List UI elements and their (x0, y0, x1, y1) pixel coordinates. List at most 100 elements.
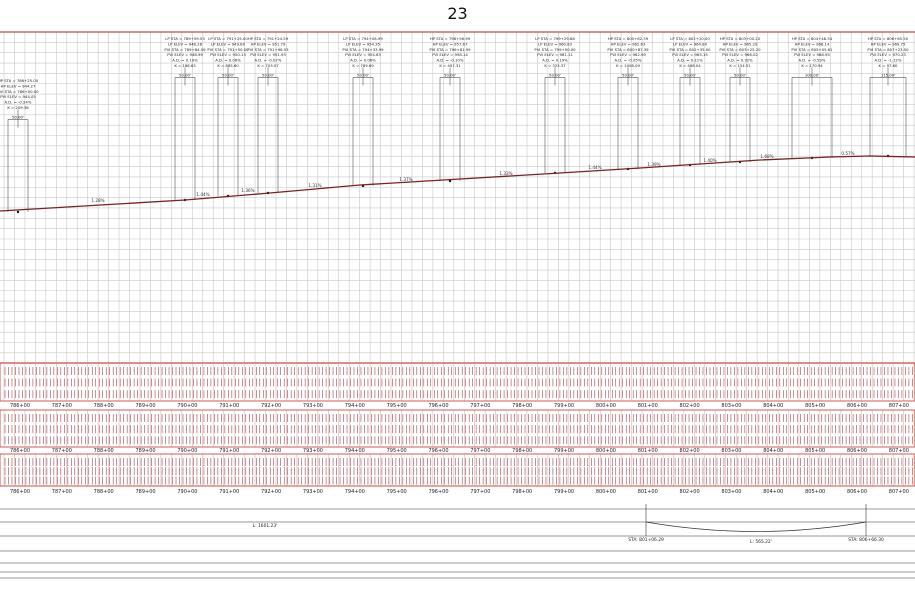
station-label: 787+00 (52, 448, 72, 454)
station-label: 788+00 (94, 403, 114, 409)
station-label: 806+00 (847, 403, 867, 409)
curve-data-line: K = 703.07 (257, 63, 279, 68)
curve-data-line: PVI STA = 807+23.50 (867, 47, 909, 52)
curve-data-line: K = 186.63 (174, 63, 196, 68)
station-label: 803+00 (721, 403, 741, 409)
grade-label: 1.37% (399, 177, 412, 182)
pt-station-label: STA: 806+66.30 (848, 537, 884, 543)
curve-data-line: LP ELEV = 949.80 (211, 41, 246, 46)
station-label: 793+00 (303, 448, 323, 454)
curve-data-line: K = 497.31 (439, 63, 461, 68)
station-label: 799+00 (554, 403, 574, 409)
sheet-number: 23 (447, 4, 468, 23)
curve-data-line: K = 1008.09 (616, 63, 640, 68)
station-label: 802+00 (680, 489, 700, 495)
station-label: 804+00 (763, 448, 783, 454)
curve-data-line: K = 789.69 (352, 63, 374, 68)
station-label: 791+00 (219, 403, 239, 409)
station-label: 790+00 (177, 448, 197, 454)
station-label: 806+00 (847, 489, 867, 495)
curve-data-line: A.D. = -0.24% (5, 100, 32, 105)
curve-data-line: PVI STA = 789+84.59 (164, 47, 206, 52)
station-label: 795+00 (387, 403, 407, 409)
curve-data-line: PVI ELEV = 948.99 (167, 52, 203, 57)
station-label: 800+00 (596, 489, 616, 495)
curve-data-line: PVI ELEV = 958.14 (432, 52, 468, 57)
station-label: 807+00 (889, 403, 909, 409)
station-label: 793+00 (303, 403, 323, 409)
curve-data-line: A.D. = 0.06% (350, 58, 376, 63)
curve-data-line: A.D. = -0.59% (799, 58, 826, 63)
pc-station-label: STA: 801+06.29 (628, 537, 664, 543)
station-label: 805+00 (805, 448, 825, 454)
station-label: 797+00 (470, 403, 490, 409)
curve-data-line: LP STA = 791+25.00 (208, 36, 248, 41)
station-label: 805+00 (805, 403, 825, 409)
curve-data-line: A.D. = -0.07% (255, 58, 282, 63)
curve-data-line: PVI STA = 805+05.61 (791, 47, 833, 52)
station-label: 791+00 (219, 448, 239, 454)
station-label: 793+00 (303, 489, 323, 495)
curve-data-line: HP STA = 804+48.34 (792, 36, 833, 41)
curve-data-line: K = 885.60 (217, 63, 239, 68)
curve-data-line: LP STA = 794+08.99 (343, 36, 383, 41)
station-label: 801+00 (638, 403, 658, 409)
profile-grid (0, 31, 915, 363)
grade-line (0, 155, 915, 212)
curve-data-line: PVI STA = 791+50.00 (207, 47, 249, 52)
station-label: 796+00 (428, 403, 448, 409)
station-label: 795+00 (387, 489, 407, 495)
station-label: 798+00 (512, 448, 532, 454)
grade-label: 1.28% (91, 198, 104, 203)
station-label: 806+00 (847, 448, 867, 454)
elev-band-frame (0, 362, 915, 402)
station-label: 803+00 (721, 448, 741, 454)
station-label: 791+00 (219, 489, 239, 495)
curve-data-line: HP STA = 800+62.39 (608, 36, 649, 41)
station-label: 788+00 (94, 448, 114, 454)
curve-data-line: HP ELEV = 957.67 (433, 41, 468, 46)
curve-data-line: HP STA = 791+24.59 (248, 36, 289, 41)
station-label: 800+00 (596, 448, 616, 454)
station-label: 804+00 (763, 403, 783, 409)
station-label: 792+00 (261, 403, 281, 409)
curve-data-line: PVI STA = 802+35.00 (669, 47, 711, 52)
curve-data-line: LP ELEV = 948.28 (168, 41, 203, 46)
curve-data-line: PVI ELEV = 968.95 (794, 52, 830, 57)
curve-data-line: HP ELEV = 965.29 (723, 41, 758, 46)
elev-band-frame (0, 409, 915, 448)
station-label: 795+00 (387, 448, 407, 454)
station-label: 796+00 (428, 489, 448, 495)
station-label: 797+00 (470, 489, 490, 495)
tangent-length-label: L: 1601.23' (253, 523, 278, 529)
curve-length-label: L: 565.22' (750, 539, 772, 545)
curve-data-line: HP STA = 806+65.50 (868, 36, 909, 41)
station-label: 788+00 (94, 489, 114, 495)
station-label: 794+00 (345, 448, 365, 454)
curve-data-line: HP ELEV = 969.75 (871, 41, 906, 46)
station-label: 802+00 (680, 403, 700, 409)
grade-label: 1.44% (196, 192, 209, 197)
station-label: 786+00 (10, 403, 30, 409)
curve-data-line: PVI ELEV = 950.13 (210, 52, 246, 57)
curve-data-line: A.D. = 0.19% (542, 58, 568, 63)
grade-label: 1.68% (760, 154, 773, 159)
station-elevation-bands: 786+00 787+00 788+00 789+00 790+00 791+00 792+… (0, 362, 915, 495)
curve-data-line: LP STA = 799+29.88 (535, 36, 575, 41)
curve-data-line: A.D. = -0.05% (615, 58, 642, 63)
station-label: 786+00 (10, 489, 30, 495)
curve-pvi-point (448, 179, 452, 183)
curve-data-line: HP ELEV = 968.14 (795, 41, 830, 46)
station-label: 801+00 (638, 448, 658, 454)
curve-pvi-point (16, 210, 20, 214)
curve-data-line: A.D. = -0.10% (437, 58, 464, 63)
curve-data-line: PVI ELEV = 962.99 (610, 52, 646, 57)
curve-data-line: LP ELEV = 960.83 (538, 41, 573, 46)
curve-data-line: A.D. = -1.12% (875, 58, 902, 63)
curve-data-line: K = 154.51 (729, 63, 751, 68)
curve-data-line: A.D. = 0.32% (727, 58, 753, 63)
grade-label: 1.31% (308, 183, 321, 188)
station-label: 787+00 (52, 403, 72, 409)
station-label: 792+00 (261, 489, 281, 495)
